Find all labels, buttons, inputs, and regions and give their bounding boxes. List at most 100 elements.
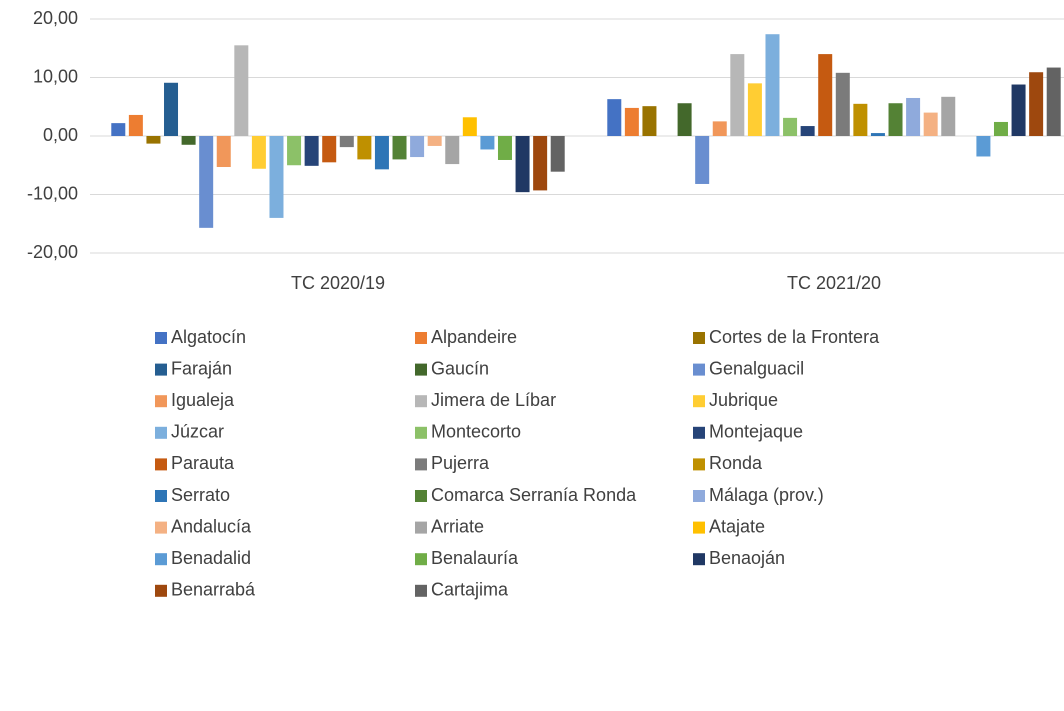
legend-label: Faraján [171, 358, 232, 378]
legend-label: Cortes de la Frontera [709, 327, 880, 347]
legend-swatch [415, 490, 427, 502]
legend-swatch [693, 553, 705, 566]
bar [1029, 72, 1044, 136]
legend-swatch [415, 553, 427, 566]
legend-swatch [415, 395, 427, 408]
bar [392, 136, 407, 160]
bar [783, 117, 798, 136]
bar [853, 103, 868, 136]
legend-label: Alpandeire [431, 327, 517, 347]
bar [234, 45, 249, 137]
legend-swatch [415, 332, 427, 344]
legend-swatch [415, 426, 427, 439]
legend-swatch [693, 521, 705, 534]
legend-label: Montecorto [431, 422, 521, 442]
y-tick-label: -10,00 [27, 183, 78, 203]
bar [695, 136, 710, 184]
bar [462, 117, 477, 136]
bar [269, 136, 284, 218]
legend-swatch [155, 584, 167, 597]
bar [410, 136, 425, 158]
bar [818, 54, 833, 136]
legend-swatch [415, 521, 427, 534]
legend-swatch [155, 395, 167, 408]
legend-swatch [693, 490, 705, 502]
legend-swatch [693, 426, 705, 439]
bar [993, 121, 1008, 136]
bar [427, 136, 442, 146]
legend-label: Jubrique [709, 390, 778, 410]
legend-label: Benarrabá [171, 580, 256, 600]
legend-label: Benadalid [171, 548, 251, 568]
bar [1011, 84, 1026, 136]
legend-swatch [155, 521, 167, 534]
legend-swatch [155, 553, 167, 566]
legend-label: Igualeja [171, 390, 235, 410]
legend-label: Montejaque [709, 422, 803, 442]
bar [251, 136, 266, 169]
legend-swatch [155, 458, 167, 471]
legend-swatch [693, 395, 705, 408]
bar [677, 103, 692, 136]
bar [181, 136, 196, 145]
legend-label: Júzcar [171, 422, 224, 442]
bar [128, 114, 143, 136]
y-tick-label: 20,00 [33, 8, 78, 28]
bar [870, 133, 885, 136]
legend-label: Comarca Serranía Ronda [431, 485, 637, 505]
legend-label: Parauta [171, 453, 235, 473]
bar [607, 99, 622, 136]
bar [624, 107, 639, 136]
bar [642, 106, 657, 136]
bar [445, 136, 460, 165]
bar [480, 136, 495, 150]
legend-label: Algatocín [171, 327, 246, 347]
bar [730, 54, 745, 136]
bar [164, 82, 179, 136]
legend-swatch [155, 490, 167, 502]
legend-swatch [693, 332, 705, 344]
legend-label: Atajate [709, 516, 765, 536]
bar [111, 123, 126, 136]
bar [941, 96, 956, 136]
bar [339, 136, 354, 148]
bar [1046, 67, 1061, 136]
x-tick-label: TC 2020/19 [291, 273, 385, 293]
legend-swatch [415, 363, 427, 376]
y-tick-label: -20,00 [27, 242, 78, 262]
bar [976, 136, 991, 157]
bar [906, 97, 921, 136]
legend-label: Málaga (prov.) [709, 485, 824, 505]
legend-label: Pujerra [431, 453, 490, 473]
legend-label: Andalucía [171, 516, 252, 536]
bar [374, 136, 389, 170]
legend-swatch [693, 363, 705, 376]
bar [765, 34, 780, 136]
legend-label: Serrato [171, 485, 230, 505]
legend-swatch [155, 363, 167, 376]
bar [800, 126, 815, 136]
bar [888, 103, 903, 136]
legend-label: Jimera de Líbar [431, 390, 556, 410]
y-tick-label: 10,00 [33, 66, 78, 86]
legend-label: Benalauría [431, 548, 519, 568]
bar [146, 136, 161, 144]
legend-swatch [415, 584, 427, 597]
bar [322, 136, 337, 163]
legend-swatch [415, 458, 427, 471]
legend-swatch [155, 426, 167, 439]
bar [199, 136, 214, 228]
bar [835, 72, 850, 136]
bar [923, 112, 938, 136]
legend-label: Benaoján [709, 548, 785, 568]
bar [515, 136, 530, 193]
legend-label: Ronda [709, 453, 763, 473]
bar [357, 136, 372, 160]
x-tick-label: TC 2021/20 [787, 273, 881, 293]
bar [287, 136, 302, 166]
y-tick-label: 0,00 [43, 125, 78, 145]
legend-label: Genalguacil [709, 358, 804, 378]
bar [304, 136, 319, 166]
bar [216, 136, 231, 168]
